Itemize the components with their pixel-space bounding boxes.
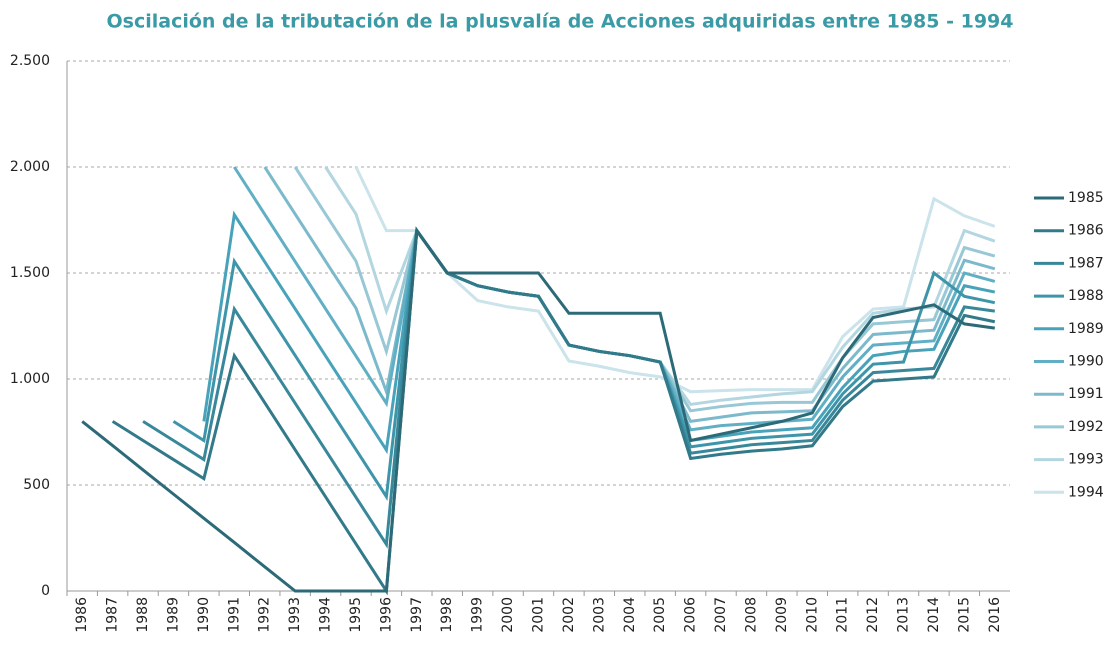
x-tick-label: 2016 (987, 597, 1003, 633)
x-tick-label: 1992 (257, 597, 273, 633)
series-line (324, 166, 996, 407)
x-tick-label: 1995 (348, 597, 364, 633)
x-tick-label: 2013 (896, 597, 912, 633)
y-tick-label: 1.500 (10, 265, 50, 281)
x-tick-label: 1988 (135, 597, 151, 633)
x-tick-label: 1997 (409, 597, 425, 633)
x-tick-label: 1987 (105, 597, 121, 633)
x-tick-label: 2009 (774, 597, 790, 633)
y-tick-label: 500 (23, 477, 50, 493)
x-tick-label: 2014 (926, 597, 942, 633)
chart-title: Oscilación de la tributación de la plusv… (107, 11, 1014, 33)
x-tick-label: 2011 (835, 597, 851, 633)
legend-label: 1986 (1068, 223, 1104, 239)
x-tick-label: 1990 (196, 597, 212, 633)
legend-label: 1994 (1068, 484, 1104, 500)
x-tick-label: 2008 (743, 597, 759, 633)
x-tick-label: 1989 (165, 597, 181, 633)
x-tick-label: 1999 (470, 597, 486, 633)
y-tick-label: 0 (41, 583, 50, 599)
legend-label: 1989 (1068, 321, 1104, 337)
x-tick-label: 2010 (804, 597, 820, 633)
legend-label: 1990 (1068, 354, 1104, 370)
x-tick-label: 1996 (378, 597, 394, 633)
x-tick-label: 1991 (226, 597, 242, 633)
x-tick-label: 2000 (500, 597, 516, 633)
x-tick-label: 2007 (713, 597, 729, 633)
series-line (354, 166, 996, 394)
x-tick-label: 2005 (652, 597, 668, 633)
x-tick-label: 2006 (683, 597, 699, 633)
y-tick-label: 1.000 (10, 371, 50, 387)
x-tick-label: 2001 (531, 597, 547, 633)
x-tick-label: 2012 (865, 597, 881, 633)
legend-label: 1993 (1068, 452, 1104, 468)
x-tick-label: 1993 (287, 597, 303, 633)
legend-label: 1992 (1068, 419, 1104, 435)
legend-label: 1987 (1068, 255, 1104, 271)
series-line (111, 226, 996, 596)
x-tick-label: 1986 (74, 597, 90, 633)
x-tick-label: 2003 (591, 597, 607, 633)
x-tick-label: 2015 (956, 597, 972, 633)
x-tick-label: 2002 (561, 597, 577, 633)
y-tick-label: 2.000 (10, 159, 50, 175)
x-tick-label: 1994 (318, 597, 334, 633)
legend-label: 1991 (1068, 386, 1104, 402)
legend-label: 1988 (1068, 288, 1104, 304)
x-tick-label: 2004 (622, 597, 638, 633)
series-line (81, 226, 995, 593)
series-line (202, 210, 996, 455)
y-tick-label: 2.500 (10, 53, 50, 69)
x-tick-label: 1998 (439, 597, 455, 633)
legend-label: 1985 (1068, 190, 1104, 206)
